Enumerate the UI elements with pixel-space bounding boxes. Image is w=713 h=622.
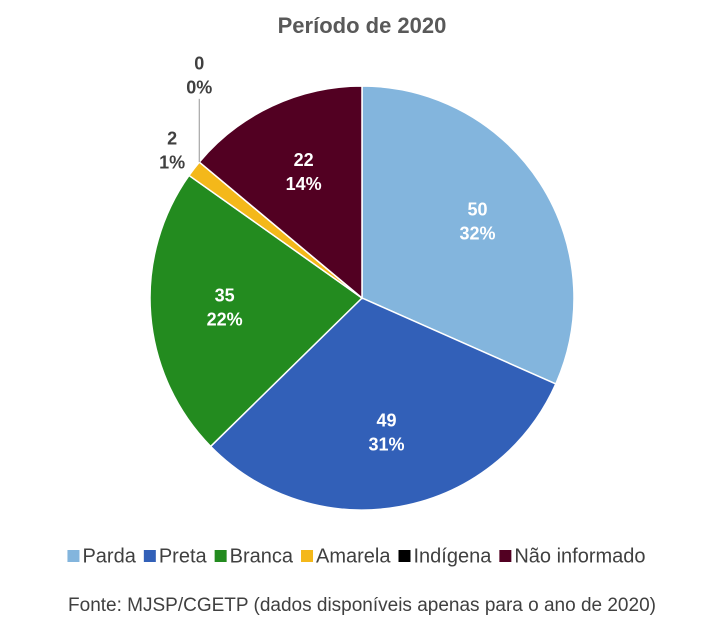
pie-slice bbox=[209, 297, 557, 511]
percent-label: 22% bbox=[207, 310, 243, 330]
data-label: 2 bbox=[167, 129, 177, 149]
percent-label: 0% bbox=[186, 78, 212, 98]
legend-swatch bbox=[143, 550, 156, 562]
legend-label: Branca bbox=[230, 545, 294, 567]
legend-swatch bbox=[214, 550, 227, 562]
pie-slice bbox=[198, 85, 363, 300]
data-label: 50 bbox=[468, 200, 488, 220]
data-label: 49 bbox=[377, 410, 397, 430]
data-label: 22 bbox=[294, 150, 314, 170]
legend-label: Amarela bbox=[316, 545, 391, 567]
data-label: 35 bbox=[215, 286, 235, 306]
legend: Parda Preta Branca Amarela Indígena Não infor… bbox=[67, 545, 646, 567]
legend-label: Indígena bbox=[414, 545, 493, 567]
data-label: 0 bbox=[194, 54, 204, 74]
legend-swatch bbox=[499, 550, 512, 562]
pie-slice bbox=[361, 85, 575, 385]
legend-swatch bbox=[398, 550, 411, 562]
percent-label: 31% bbox=[369, 434, 405, 454]
legend-label: Parda bbox=[82, 545, 136, 567]
legend-swatch bbox=[301, 550, 314, 562]
legend-swatch bbox=[67, 550, 80, 562]
percent-label: 32% bbox=[460, 224, 496, 244]
source: Fonte: MJSP/CGETP (dados disponíveis ape… bbox=[68, 595, 656, 616]
chart-title: Período de 2020 bbox=[278, 13, 447, 38]
percent-label: 14% bbox=[286, 174, 322, 194]
legend-label: Preta bbox=[159, 545, 208, 567]
legend-label: Não informado bbox=[514, 545, 645, 567]
pie-slice bbox=[149, 174, 364, 448]
percent-label: 1% bbox=[159, 153, 185, 173]
